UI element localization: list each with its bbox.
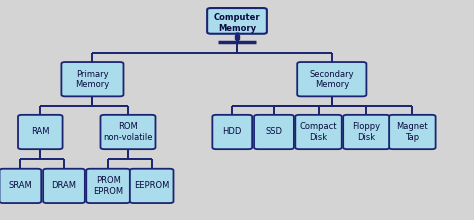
FancyBboxPatch shape <box>100 115 155 149</box>
FancyBboxPatch shape <box>212 115 252 149</box>
Text: DRAM: DRAM <box>52 182 76 190</box>
FancyBboxPatch shape <box>207 8 267 34</box>
Text: SSD: SSD <box>265 128 283 136</box>
Text: RAM: RAM <box>31 128 50 136</box>
Text: Floppy
Disk: Floppy Disk <box>352 122 381 142</box>
Text: Secondary
Memory: Secondary Memory <box>310 70 354 89</box>
FancyBboxPatch shape <box>43 169 85 203</box>
FancyBboxPatch shape <box>18 115 63 149</box>
FancyBboxPatch shape <box>62 62 123 96</box>
FancyBboxPatch shape <box>254 115 294 149</box>
Text: EEPROM: EEPROM <box>134 182 169 190</box>
FancyBboxPatch shape <box>343 115 390 149</box>
FancyBboxPatch shape <box>86 169 130 203</box>
FancyBboxPatch shape <box>295 115 342 149</box>
FancyBboxPatch shape <box>389 115 436 149</box>
Text: SRAM: SRAM <box>9 182 32 190</box>
Text: Computer
Memory: Computer Memory <box>214 13 260 33</box>
Text: Compact
Disk: Compact Disk <box>300 122 337 142</box>
FancyBboxPatch shape <box>130 169 173 203</box>
Text: ROM
non-volatile: ROM non-volatile <box>103 122 153 142</box>
Text: Primary
Memory: Primary Memory <box>75 70 109 89</box>
Text: PROM
EPROM: PROM EPROM <box>93 176 123 196</box>
FancyBboxPatch shape <box>0 169 41 203</box>
Text: HDD: HDD <box>223 128 242 136</box>
FancyBboxPatch shape <box>297 62 366 96</box>
Text: Magnet
Tap: Magnet Tap <box>397 122 428 142</box>
